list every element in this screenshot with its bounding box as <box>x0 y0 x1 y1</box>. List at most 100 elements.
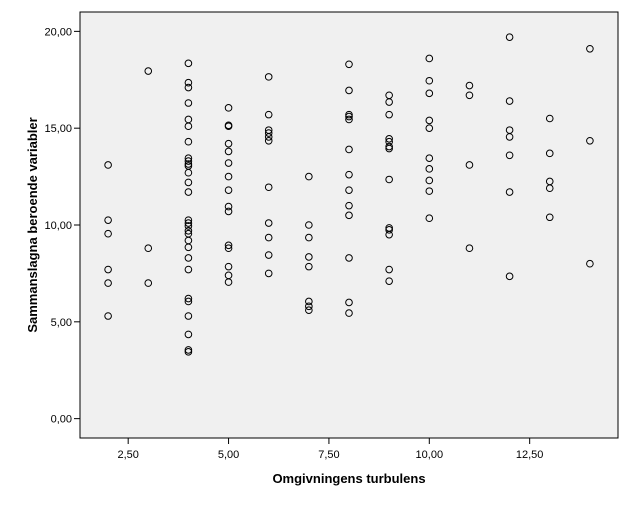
data-point <box>184 219 193 227</box>
data-point <box>224 186 233 194</box>
data-point <box>545 114 554 123</box>
data-point <box>184 154 193 162</box>
x-tick-label: 5,00 <box>218 449 239 461</box>
data-point <box>224 172 233 181</box>
data-point <box>184 346 193 354</box>
data-point <box>184 78 193 87</box>
data-point <box>184 297 193 306</box>
data-point <box>385 265 393 274</box>
y-axis-title: Sammanslagna beroende variabler <box>25 117 40 332</box>
data-point <box>465 91 474 100</box>
data-point <box>224 147 233 156</box>
data-point <box>345 201 353 210</box>
data-point <box>586 136 594 145</box>
data-point <box>345 60 353 69</box>
x-tick-label: 12,50 <box>516 449 544 461</box>
data-point <box>184 83 193 92</box>
data-point <box>345 110 353 119</box>
data-point <box>184 330 193 339</box>
data-point <box>385 135 393 143</box>
data-point <box>184 137 193 146</box>
y-tick-label: 0,00 <box>51 414 72 426</box>
data-point <box>345 170 353 179</box>
data-point <box>425 165 434 173</box>
y-tick-label: 5,00 <box>51 317 72 329</box>
data-points <box>104 33 594 356</box>
data-point <box>184 178 193 187</box>
data-point <box>104 229 112 238</box>
data-point <box>184 243 193 252</box>
data-point <box>425 76 434 85</box>
data-point <box>425 54 434 63</box>
data-point <box>385 110 393 119</box>
data-point <box>385 175 393 184</box>
data-point <box>104 216 112 224</box>
x-tick-label: 7,50 <box>318 449 339 461</box>
data-point <box>345 186 353 194</box>
data-point <box>305 233 313 242</box>
data-point <box>224 122 233 131</box>
data-point <box>586 259 594 268</box>
data-point <box>184 294 193 303</box>
data-point <box>305 172 313 181</box>
data-point <box>385 98 393 106</box>
data-point <box>425 176 434 185</box>
data-point <box>184 59 193 68</box>
data-point <box>264 269 273 278</box>
x-axis-title: Omgivningens turbulens <box>272 471 425 486</box>
data-point <box>184 265 193 274</box>
data-point <box>104 312 112 320</box>
data-point <box>144 244 153 253</box>
data-point <box>184 188 193 196</box>
data-point <box>305 306 313 315</box>
data-point <box>305 262 313 271</box>
data-point <box>425 124 434 132</box>
data-point <box>264 233 273 242</box>
data-point <box>264 251 273 259</box>
data-point <box>305 302 313 311</box>
data-point <box>264 110 273 119</box>
data-point <box>184 99 193 107</box>
data-point <box>545 149 554 158</box>
data-point <box>184 216 193 224</box>
data-point <box>224 241 233 250</box>
data-point <box>264 129 273 137</box>
data-point <box>345 298 353 307</box>
y-tick-label: 20,00 <box>44 26 72 38</box>
data-point <box>224 104 233 112</box>
x-axis: 2,50 5,00 7,50 10,00 12,50 <box>117 438 543 461</box>
x-tick-label: 2,50 <box>117 449 138 461</box>
data-point <box>264 136 273 145</box>
data-point <box>184 222 193 230</box>
data-point <box>385 142 393 151</box>
data-point <box>465 161 474 169</box>
data-point <box>586 44 594 53</box>
data-point <box>264 219 273 227</box>
data-point <box>385 277 393 285</box>
data-point <box>184 122 193 131</box>
data-point <box>224 244 233 253</box>
data-point <box>104 279 112 287</box>
data-point <box>224 262 233 271</box>
data-point <box>425 116 434 125</box>
data-point <box>345 115 353 124</box>
data-point <box>425 187 434 195</box>
data-point <box>425 89 434 98</box>
data-point <box>224 278 233 286</box>
data-point <box>184 160 193 168</box>
data-point <box>104 265 112 274</box>
data-point <box>264 133 273 141</box>
data-point <box>465 81 474 90</box>
data-point <box>345 254 353 262</box>
data-point <box>305 297 313 306</box>
data-point <box>345 309 353 317</box>
data-point <box>305 221 313 229</box>
data-point <box>224 207 233 216</box>
data-point <box>264 183 273 192</box>
data-point <box>505 33 514 41</box>
data-point <box>425 214 434 223</box>
data-point <box>545 184 554 193</box>
data-point <box>305 253 313 261</box>
data-point <box>505 272 514 281</box>
